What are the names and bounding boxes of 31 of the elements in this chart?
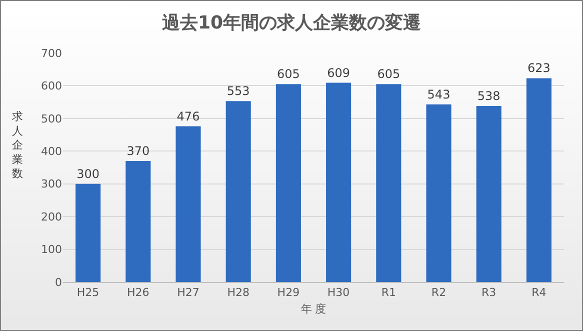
x-tick-label: R3 (482, 286, 496, 300)
y-tick-label: 600 (41, 80, 62, 93)
x-tick-label: H25 (76, 286, 100, 300)
data-label: 609 (327, 66, 350, 80)
x-tick-label: H29 (277, 286, 300, 300)
y-tick-label: 200 (41, 210, 62, 224)
data-label: 476 (176, 109, 200, 124)
data-label: 370 (126, 144, 150, 158)
chart-title: 過去10年間の求人企業数の変遷 (160, 12, 422, 34)
data-label: 553 (226, 84, 250, 98)
y-axis-title: 求人企業数 (12, 110, 23, 180)
x-tick-label: H28 (227, 286, 250, 300)
x-tick-label: R4 (532, 286, 546, 300)
data-label: 543 (427, 87, 450, 102)
y-tick-label: 400 (41, 144, 62, 158)
x-axis-title: 年 度 (300, 302, 326, 316)
data-label: 538 (477, 89, 500, 103)
x-tick-label: H26 (127, 286, 150, 300)
y-tick-label: 700 (41, 46, 62, 60)
x-tick-label: H30 (327, 286, 350, 300)
y-tick-label: 300 (41, 178, 62, 191)
data-label: 605 (377, 67, 400, 82)
data-label: 623 (528, 61, 550, 76)
x-tick-label: H27 (177, 286, 200, 300)
x-tick-label: R1 (381, 286, 396, 300)
data-label: 300 (76, 166, 100, 181)
y-tick-label: 500 (41, 112, 62, 126)
x-tick-label: R2 (431, 286, 446, 300)
y-tick-label: 0 (55, 276, 62, 289)
y-tick-label: 100 (41, 243, 62, 256)
data-label: 605 (277, 67, 300, 82)
